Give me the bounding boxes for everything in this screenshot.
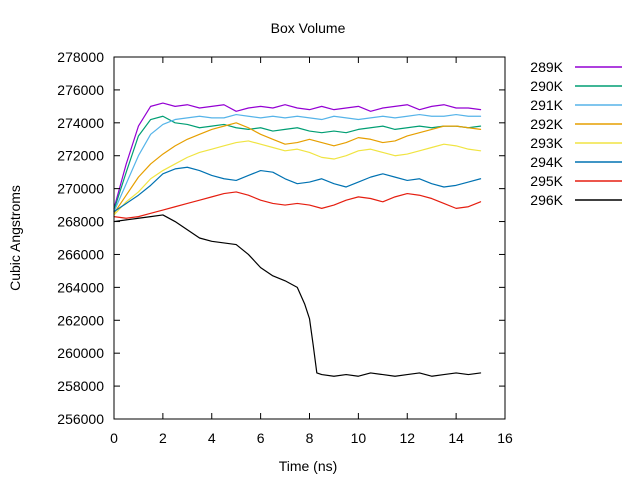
legend-label-293k: 293K bbox=[530, 135, 563, 151]
y-tick-label: 266000 bbox=[57, 246, 104, 262]
y-tick-label: 260000 bbox=[57, 345, 104, 361]
y-tick-label: 272000 bbox=[57, 148, 104, 164]
y-tick-label: 276000 bbox=[57, 82, 104, 98]
legend-label-290k: 290K bbox=[530, 78, 563, 94]
series-line-292k bbox=[113, 122, 482, 214]
x-tick-label: 8 bbox=[306, 430, 314, 446]
x-axis-label: Time (ns) bbox=[279, 458, 338, 474]
x-tick-label: 6 bbox=[257, 430, 265, 446]
series-line-291k bbox=[113, 113, 482, 213]
legend-label-296k: 296K bbox=[530, 192, 563, 208]
y-tick-label: 268000 bbox=[57, 214, 104, 230]
x-tick-label: 12 bbox=[399, 430, 415, 446]
series-line-296k bbox=[113, 214, 482, 377]
x-tick-label: 0 bbox=[110, 430, 118, 446]
x-tick-label: 2 bbox=[159, 430, 167, 446]
series-lines bbox=[113, 102, 482, 377]
series-line-293k bbox=[113, 140, 482, 216]
x-axis-ticks: 0 2 4 6 8 10 12 14 16 bbox=[110, 57, 513, 446]
legend-label-291k: 291K bbox=[530, 97, 563, 113]
y-tick-label: 270000 bbox=[57, 181, 104, 197]
series-line-290k bbox=[113, 115, 482, 211]
x-tick-label: 4 bbox=[208, 430, 216, 446]
legend-label-295k: 295K bbox=[530, 173, 563, 189]
y-tick-label: 278000 bbox=[57, 49, 104, 65]
y-tick-label: 258000 bbox=[57, 378, 104, 394]
chart-title: Box Volume bbox=[271, 20, 346, 36]
x-tick-label: 16 bbox=[497, 430, 513, 446]
y-axis-label: Cubic Angstroms bbox=[7, 185, 23, 291]
legend-label-294k: 294K bbox=[530, 154, 563, 170]
chart-legend: 289K 290K 291K 292K 293K 294K 295K 296K bbox=[530, 59, 622, 208]
y-tick-label: 274000 bbox=[57, 115, 104, 131]
series-line-289k bbox=[113, 102, 482, 209]
series-line-294k bbox=[113, 166, 482, 213]
legend-label-289k: 289K bbox=[530, 59, 563, 75]
x-tick-label: 14 bbox=[448, 430, 464, 446]
y-axis-ticks: 256000 258000 260000 262000 264000 266000 2680… bbox=[57, 49, 505, 427]
series-line-295k bbox=[113, 191, 482, 219]
x-tick-label: 10 bbox=[351, 430, 367, 446]
y-tick-label: 256000 bbox=[57, 411, 104, 427]
y-tick-label: 262000 bbox=[57, 312, 104, 328]
legend-label-292k: 292K bbox=[530, 116, 563, 132]
y-tick-label: 264000 bbox=[57, 279, 104, 295]
